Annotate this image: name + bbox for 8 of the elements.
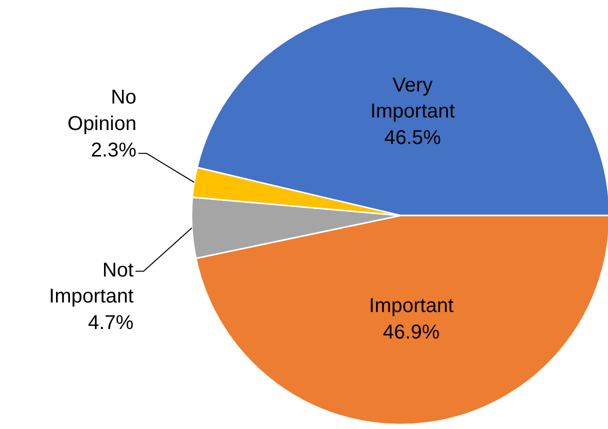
- data-label: 46.9%: [382, 322, 440, 344]
- data-label: 46.5%: [384, 127, 442, 150]
- data-label: 2.3%: [90, 139, 137, 162]
- slice-label: Very Important: [370, 74, 456, 123]
- slice-label: No Opinion: [68, 86, 136, 135]
- slice-label: Not Important: [49, 259, 134, 308]
- data-label: 4.7%: [88, 312, 134, 334]
- slice-label: Important: [369, 295, 454, 318]
